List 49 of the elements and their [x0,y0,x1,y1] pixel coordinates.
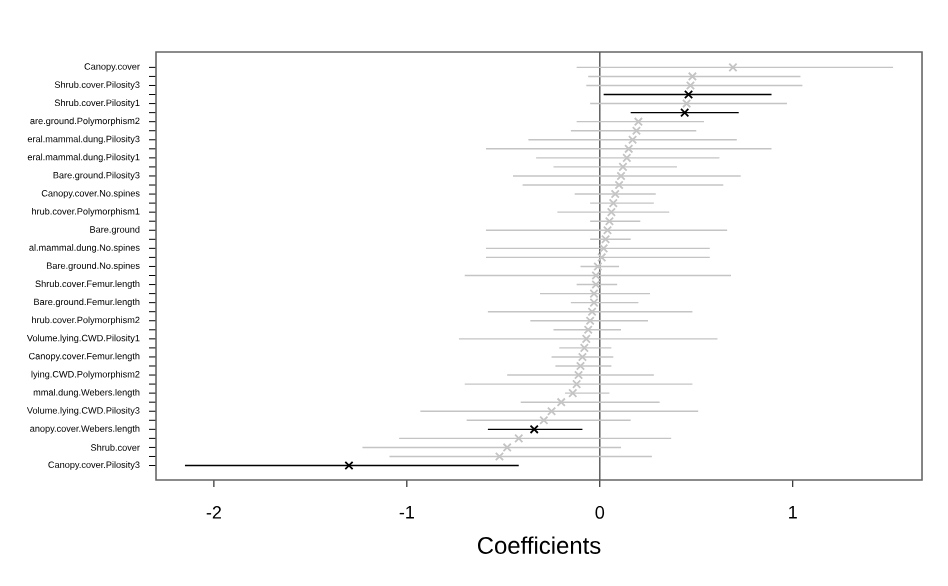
point [631,126,642,136]
point [502,442,512,452]
point [680,108,690,118]
point [581,334,591,344]
x-tick-label: -1 [399,506,414,519]
point [728,62,738,72]
point [599,243,609,253]
point [618,162,628,172]
point [593,261,603,272]
point [546,406,557,416]
point [602,225,613,235]
point [589,289,599,299]
point [539,415,549,425]
point [344,460,354,471]
point [583,325,593,335]
point [575,361,586,371]
point [610,189,620,199]
point [616,171,626,181]
point [585,316,595,326]
point [622,153,632,163]
point [685,80,696,91]
point [633,117,643,127]
point [687,71,697,81]
point [589,298,599,308]
point [591,270,601,281]
point [628,135,638,145]
point [579,343,589,353]
point [591,279,601,290]
point [587,307,597,317]
point [624,144,634,154]
point [556,397,566,407]
point [577,352,587,362]
x-axis-title: Coefficients [477,536,601,554]
x-tick-label: 0 [595,506,605,519]
point [597,252,607,262]
point [683,89,694,100]
point [572,379,582,389]
point [682,99,692,109]
point [601,234,611,244]
point [514,433,524,443]
x-tick-label: 1 [789,506,797,519]
point [529,424,539,434]
point [614,180,624,190]
point [608,198,618,208]
point [604,216,615,226]
point [606,207,616,217]
point [573,370,584,380]
x-tick-label: -2 [206,506,221,519]
point [494,451,505,462]
